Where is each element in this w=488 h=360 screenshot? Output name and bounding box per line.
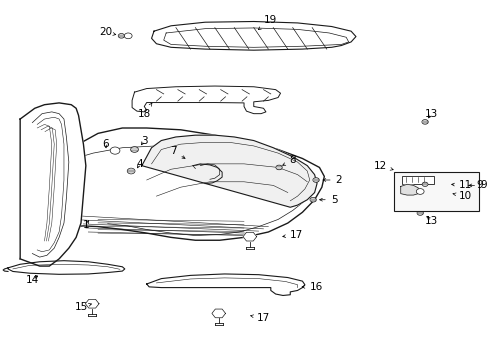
Polygon shape	[211, 309, 225, 318]
Text: 14: 14	[26, 275, 39, 285]
Text: 17: 17	[282, 230, 303, 239]
Polygon shape	[400, 184, 417, 195]
Text: 13: 13	[424, 109, 437, 119]
Text: 17: 17	[250, 313, 269, 323]
Text: 7: 7	[170, 146, 184, 158]
Circle shape	[421, 182, 427, 186]
Text: 3: 3	[141, 136, 147, 145]
Text: 8: 8	[282, 155, 295, 165]
Text: 19: 19	[258, 15, 277, 30]
Circle shape	[127, 168, 135, 174]
Text: 9: 9	[468, 180, 483, 190]
Text: 2: 2	[323, 175, 342, 185]
Circle shape	[421, 120, 427, 124]
Polygon shape	[20, 103, 86, 266]
Polygon shape	[146, 274, 304, 296]
Circle shape	[309, 197, 316, 202]
Circle shape	[312, 178, 319, 182]
Polygon shape	[85, 300, 99, 308]
Circle shape	[124, 33, 132, 39]
Text: 15: 15	[74, 302, 91, 312]
Polygon shape	[132, 86, 280, 114]
Bar	[393, 172, 478, 211]
Text: 13: 13	[424, 216, 437, 226]
Polygon shape	[243, 232, 256, 241]
Circle shape	[275, 165, 282, 170]
Text: 18: 18	[137, 103, 152, 119]
Circle shape	[130, 147, 138, 152]
Text: 20: 20	[99, 27, 116, 37]
Circle shape	[415, 189, 423, 194]
Polygon shape	[151, 22, 355, 50]
Text: 9: 9	[468, 180, 486, 190]
Text: 4: 4	[136, 159, 142, 169]
Text: 5: 5	[319, 195, 337, 205]
Circle shape	[110, 147, 120, 154]
Text: 12: 12	[373, 161, 392, 171]
Polygon shape	[20, 128, 324, 259]
Circle shape	[118, 33, 124, 38]
Text: 6: 6	[102, 139, 108, 149]
Bar	[401, 176, 433, 184]
Polygon shape	[142, 135, 316, 207]
Text: 16: 16	[302, 282, 322, 292]
Text: 1: 1	[82, 220, 89, 230]
Text: 10: 10	[452, 191, 471, 201]
Polygon shape	[8, 261, 124, 274]
Text: 11: 11	[451, 180, 471, 190]
Circle shape	[416, 211, 423, 215]
